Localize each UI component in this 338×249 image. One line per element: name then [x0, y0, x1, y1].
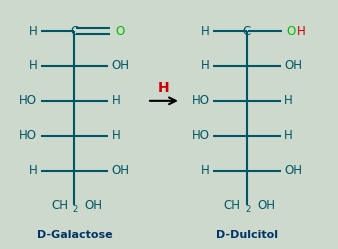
Text: H: H — [112, 129, 120, 142]
Text: O: O — [115, 25, 124, 38]
Text: O: O — [287, 25, 296, 38]
Text: H: H — [201, 60, 210, 72]
Text: H: H — [28, 60, 37, 72]
Text: 2: 2 — [73, 205, 78, 214]
Text: H: H — [201, 25, 210, 38]
Text: H: H — [112, 94, 120, 107]
Text: OH: OH — [84, 199, 102, 212]
Text: H: H — [297, 25, 306, 38]
Text: C: C — [243, 25, 251, 38]
Text: 2: 2 — [245, 205, 250, 214]
Text: HO: HO — [19, 129, 37, 142]
Text: H: H — [28, 164, 37, 177]
Text: OH: OH — [112, 164, 129, 177]
Text: OH: OH — [284, 60, 302, 72]
Text: D-Galactose: D-Galactose — [37, 230, 112, 240]
Text: H: H — [284, 94, 293, 107]
Text: H: H — [158, 81, 170, 95]
Text: HO: HO — [192, 94, 210, 107]
Text: HO: HO — [192, 129, 210, 142]
Text: H: H — [28, 25, 37, 38]
Text: H: H — [201, 164, 210, 177]
Text: D-Dulcitol: D-Dulcitol — [216, 230, 278, 240]
Text: OH: OH — [257, 199, 275, 212]
Text: C: C — [70, 25, 78, 38]
Text: H: H — [284, 129, 293, 142]
Text: CH: CH — [51, 199, 68, 212]
Text: OH: OH — [284, 164, 302, 177]
Text: HO: HO — [19, 94, 37, 107]
Text: CH: CH — [224, 199, 241, 212]
Text: OH: OH — [112, 60, 129, 72]
